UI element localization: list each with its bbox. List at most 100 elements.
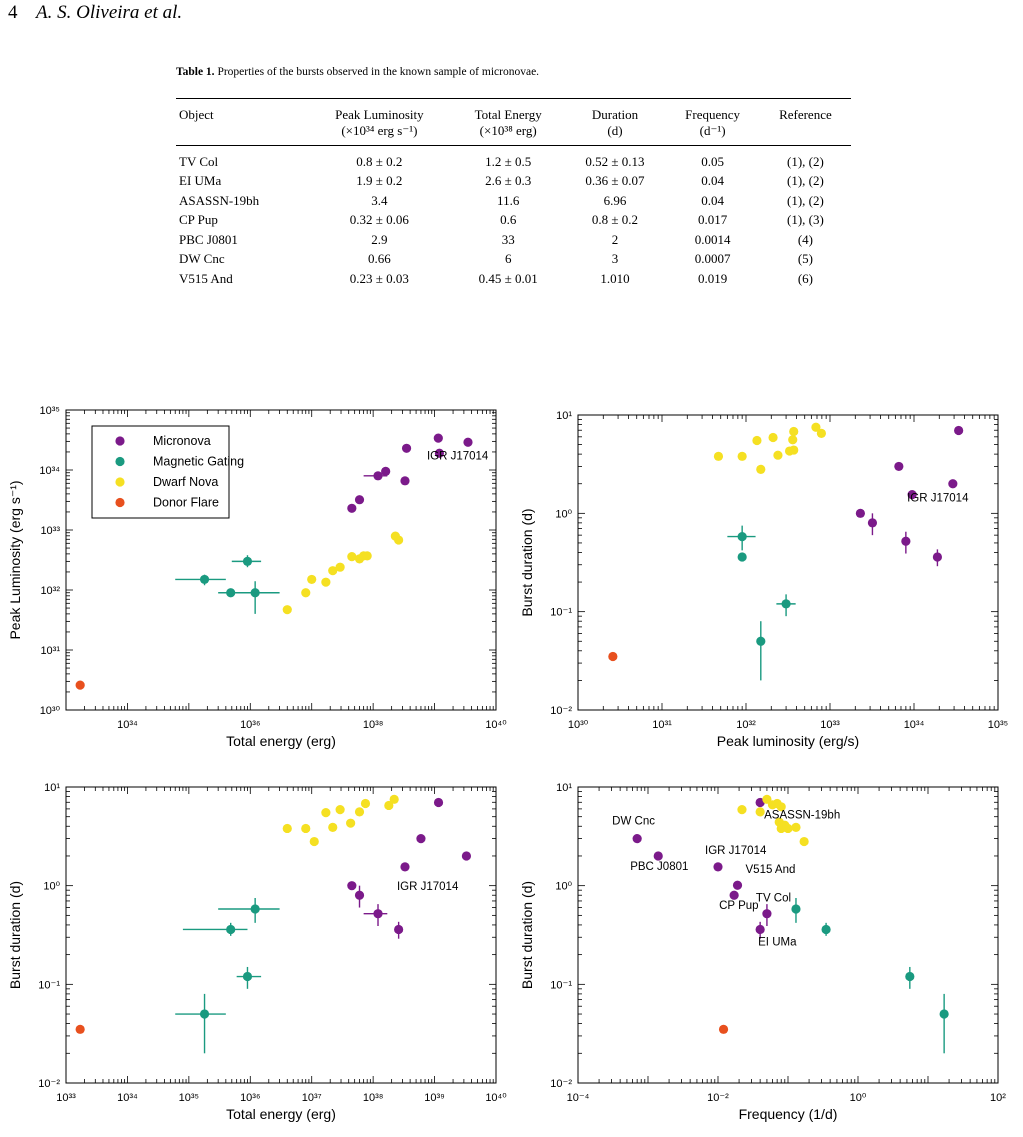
data-point <box>199 1009 210 1019</box>
legend-marker <box>115 456 125 467</box>
table-caption-text: Properties of the bursts observed in the… <box>217 66 540 78</box>
data-point <box>894 461 904 472</box>
table-cell: CP Pup <box>179 212 218 228</box>
data-point <box>347 503 357 513</box>
data-point <box>954 425 964 436</box>
data-point <box>250 904 260 914</box>
y-tick-label: 10⁻² <box>550 705 572 717</box>
y-axis-label: Burst duration (d) <box>519 508 535 616</box>
table-cell: 0.0007 <box>694 251 731 267</box>
x-tick-label: 10⁴⁰ <box>485 719 507 731</box>
data-point <box>463 437 473 447</box>
x-axis-label: Total energy (erg) <box>226 1106 336 1122</box>
plot-frame <box>65 786 497 1084</box>
y-tick-label: 10³² <box>40 585 60 597</box>
data-point <box>321 577 331 587</box>
data-point <box>309 836 319 847</box>
point-annotation: ASASSN-19bh <box>764 810 840 822</box>
x-tick-label: 10³⁷ <box>302 1092 322 1104</box>
data-point <box>737 451 747 461</box>
table-cell: 3.4 <box>371 192 388 208</box>
table-cell: 1.9 ± 0.2 <box>356 173 403 189</box>
series-dwarf-nova <box>713 422 827 474</box>
series-dwarf-nova <box>737 794 809 847</box>
point-annotation: IGR J17014 <box>907 493 969 505</box>
data-point <box>401 443 412 453</box>
data-point <box>732 880 743 890</box>
x-tick-label: 10³³ <box>820 719 840 731</box>
data-point <box>791 822 801 832</box>
table-row: TV Col 0.8 ± 0.2 1.2 ± 0.5 0.52 ± 0.13 0.05 (… <box>176 146 851 172</box>
data-point <box>199 574 210 585</box>
legend-label: Magnetic Gating <box>153 455 244 469</box>
y-tick-label: 10³¹ <box>40 645 60 657</box>
data-point <box>362 551 372 561</box>
point-annotation: EI UMa <box>758 936 797 948</box>
data-point <box>394 924 404 935</box>
table-cell: 0.36 ± 0.07 <box>585 173 645 189</box>
data-point <box>632 833 642 844</box>
figure-scatter-panels: 10³⁴ 10³⁶ 10³⁸ 10⁴⁰ 10³⁰ 10³¹ 10³² 10³³ 10³⁴ 10³⁵… <box>7 405 1008 1122</box>
table-column-header: Peak Luminosity (×10³⁴ erg s⁻¹) <box>335 107 424 138</box>
x-tick-label: 10³⁶ <box>240 719 260 731</box>
table-cell: 1.010 <box>600 270 630 286</box>
table-row: ASASSN-19bh 3.4 11.6 6.96 0.04 (1), (2) <box>176 191 851 211</box>
series-donor-flare <box>608 651 618 662</box>
point-annotation: IGR J17014 <box>705 845 767 857</box>
table-header-row: Object Peak Luminosity (×10³⁴ erg s⁻¹) Tota… <box>176 99 851 146</box>
point-annotation: CP Pup <box>719 900 758 912</box>
data-point <box>307 574 317 585</box>
data-point <box>346 818 356 828</box>
y-tick-label: 10⁻² <box>38 1078 60 1090</box>
series-dwarf-nova <box>282 794 399 847</box>
x-tick-label: 10³⁵ <box>988 719 1008 731</box>
data-point <box>282 823 292 834</box>
data-point <box>713 451 724 461</box>
table-cell: 33 <box>501 231 515 247</box>
x-tick-label: 10⁻² <box>707 1092 729 1104</box>
table-cell: 11.6 <box>497 192 520 208</box>
y-axis-label: Peak Luminosity (erg s⁻¹) <box>7 480 23 639</box>
table-cell: (1), (3) <box>787 212 824 228</box>
table-column-header: Duration (d) <box>591 107 639 138</box>
legend-marker <box>115 497 125 508</box>
x-tick-label: 10³⁰ <box>568 719 589 731</box>
data-point <box>354 807 365 817</box>
plot-frame <box>65 409 497 711</box>
legend-label: Donor Flare <box>153 496 219 510</box>
series-magnetic-gating <box>175 897 280 1054</box>
table-cell: 0.66 <box>368 251 391 267</box>
data-point <box>75 680 85 690</box>
table-cell: 6.96 <box>603 192 627 208</box>
y-tick-label: 10¹ <box>556 410 572 422</box>
data-point <box>389 794 399 804</box>
data-point <box>755 807 765 817</box>
x-tick-label: 10³⁴ <box>117 1092 138 1104</box>
table-label: Table 1. <box>176 66 215 78</box>
data-point <box>75 1024 85 1034</box>
data-point <box>328 566 338 576</box>
y-tick-label: 10¹ <box>556 782 572 794</box>
x-tick-label: 10³⁸ <box>363 1092 384 1104</box>
x-tick-label: 10⁰ <box>850 1092 867 1104</box>
legend-label: Dwarf Nova <box>153 475 218 489</box>
table-row: PBC J0801 2.9 33 2 0.0014 (4) <box>176 230 851 250</box>
y-axis-label: Burst duration (d) <box>519 881 535 989</box>
x-axis-label: Peak luminosity (erg/s) <box>717 733 859 749</box>
data-point <box>901 536 911 546</box>
data-point <box>713 862 723 872</box>
table-cell: (4) <box>797 231 813 247</box>
data-point <box>400 862 410 872</box>
data-point <box>791 904 801 914</box>
data-point <box>653 851 663 861</box>
data-point <box>789 426 799 437</box>
data-point <box>762 909 772 919</box>
data-point <box>907 490 917 500</box>
data-point <box>381 466 391 476</box>
table-cell: 3 <box>611 251 619 267</box>
data-point <box>855 508 865 518</box>
data-point <box>328 822 338 832</box>
data-point <box>400 476 410 486</box>
data-point <box>394 535 404 545</box>
table-cell: 0.04 <box>701 173 724 189</box>
